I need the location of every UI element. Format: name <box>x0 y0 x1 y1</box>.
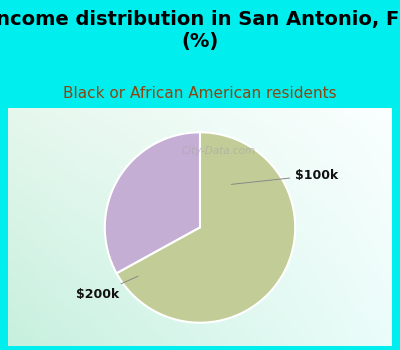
Wedge shape <box>116 132 295 323</box>
Text: $100k: $100k <box>231 169 338 184</box>
Text: City-Data.com: City-Data.com <box>182 146 256 156</box>
Text: Black or African American residents: Black or African American residents <box>63 86 337 101</box>
Wedge shape <box>105 132 200 273</box>
Text: $200k: $200k <box>76 276 138 301</box>
Text: Income distribution in San Antonio, FL
(%): Income distribution in San Antonio, FL (… <box>0 10 400 51</box>
